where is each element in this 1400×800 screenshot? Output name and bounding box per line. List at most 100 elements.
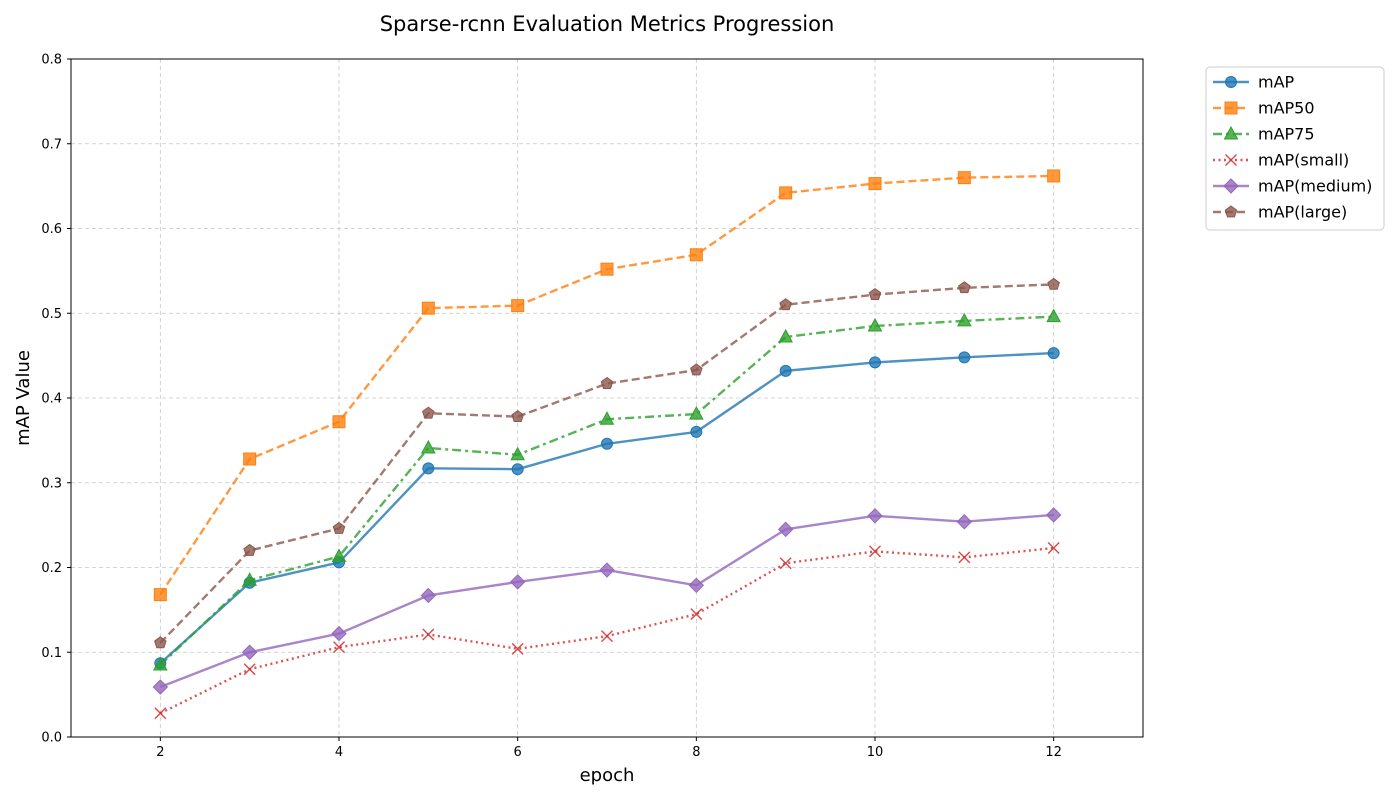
data-point [599, 411, 615, 425]
legend-label: mAP(medium) [1258, 177, 1372, 196]
x-tick-label: 6 [514, 745, 522, 760]
data-point [332, 521, 346, 534]
y-tick-label: 0.2 [41, 561, 62, 576]
legend-label: mAP50 [1258, 99, 1315, 118]
y-tick-label: 0.7 [41, 137, 62, 152]
data-point [779, 364, 792, 377]
data-point [869, 545, 881, 558]
data-point [958, 551, 971, 564]
data-point [689, 248, 703, 262]
series-layer [152, 169, 1062, 720]
y-tick-label: 0.3 [41, 476, 62, 491]
data-point [690, 425, 703, 438]
legend-frame [1205, 66, 1385, 231]
data-point [600, 376, 614, 389]
data-point [243, 452, 257, 466]
data-point [243, 543, 256, 556]
legend-swatch-marker [1225, 154, 1237, 166]
y-tick-label: 0.5 [41, 307, 62, 322]
legend-label: mAP [1258, 73, 1295, 92]
data-point [777, 521, 794, 538]
legend-item: mAP(medium) [1213, 177, 1372, 196]
data-point [333, 641, 345, 654]
series-mAP50 [153, 169, 1061, 602]
series-mAP(medium) [152, 507, 1062, 695]
data-point [243, 663, 256, 676]
legend: mAP mAP50 mAP75 mAP(small) mAP(medium) mAP(la… [1205, 66, 1385, 231]
y-tick-label: 0.0 [41, 731, 62, 746]
legend-swatch-marker [1223, 178, 1239, 194]
x-axis-title: epoch [580, 765, 635, 786]
chart-title: Sparse-rcnn Evaluation Metrics Progressi… [380, 12, 835, 36]
data-point [1047, 169, 1061, 183]
data-point [420, 587, 437, 604]
data-point [600, 262, 614, 276]
data-point [779, 557, 792, 570]
data-point [1045, 507, 1062, 523]
legend-item: mAP [1213, 73, 1295, 92]
legend-swatch-marker [1224, 205, 1238, 218]
data-point [420, 439, 436, 454]
data-point [779, 298, 792, 311]
legend-item: mAP75 [1213, 125, 1315, 144]
data-point [152, 656, 168, 671]
data-point [869, 356, 881, 369]
data-point [331, 548, 347, 562]
x-tick-label: 8 [692, 745, 700, 760]
legend-swatch-marker [1223, 125, 1239, 140]
data-point [1047, 542, 1060, 555]
data-point [956, 312, 972, 327]
data-point [867, 508, 883, 524]
legend-item: mAP50 [1213, 99, 1315, 118]
data-point [422, 462, 435, 475]
series-line [159, 283, 1054, 644]
data-point [153, 588, 167, 602]
data-point [599, 562, 615, 578]
data-point [956, 514, 973, 530]
data-point [958, 281, 971, 294]
data-point [958, 351, 971, 364]
legend-swatch-marker [1225, 76, 1237, 88]
series-mAP(large) [154, 277, 1060, 649]
data-point [242, 572, 258, 586]
data-point [868, 287, 882, 300]
data-point [510, 446, 526, 461]
data-point [152, 679, 169, 695]
data-point [779, 186, 793, 200]
data-point [331, 625, 347, 642]
x-tick-label: 12 [1045, 745, 1062, 760]
y-axis-title: mAP Value [13, 350, 34, 446]
data-point [511, 299, 525, 313]
data-point [421, 301, 435, 315]
y-tick-label: 0.1 [41, 646, 62, 661]
legend-label: mAP(small) [1258, 151, 1349, 170]
data-point [868, 177, 882, 191]
ticks: 0.0 0.1 0.2 0.3 0.4 0.5 0.6 0.7 0.8 2 4 6 8 10 12 [41, 53, 1062, 761]
data-point [690, 608, 703, 621]
legend-swatch-marker [1224, 101, 1238, 115]
series-line [159, 351, 1054, 665]
data-point [601, 630, 613, 643]
data-point [867, 317, 883, 332]
data-point [1046, 308, 1062, 323]
x-tick-label: 10 [867, 745, 884, 760]
data-point [422, 406, 435, 419]
data-point [332, 415, 346, 429]
legend-label: mAP(large) [1258, 203, 1347, 222]
series-mAP [154, 347, 1060, 670]
data-point [1047, 347, 1060, 360]
data-point [601, 437, 613, 450]
data-point [422, 628, 435, 641]
data-point [511, 463, 524, 476]
data-point [778, 328, 794, 343]
data-point [511, 642, 524, 655]
data-point [957, 171, 971, 185]
legend-item: mAP(small) [1213, 151, 1349, 170]
data-point [688, 406, 704, 420]
series-mAP75 [152, 308, 1062, 671]
x-tick-label: 2 [156, 745, 164, 760]
y-tick-label: 0.6 [41, 222, 62, 237]
y-tick-label: 0.4 [41, 392, 62, 407]
series-mAP(small) [154, 542, 1060, 720]
